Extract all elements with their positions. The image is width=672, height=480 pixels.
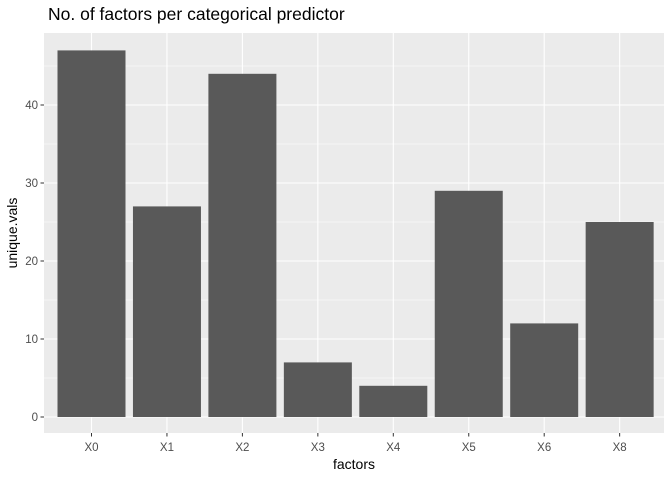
x-tick-label: X6	[537, 442, 551, 454]
y-axis-title: unique.vals	[4, 198, 20, 269]
x-tick-label: X5	[462, 442, 476, 454]
chart-title: No. of factors per categorical predictor	[48, 4, 345, 24]
x-tick-label: X8	[613, 442, 627, 454]
x-axis-ticks: X0 X1 X2 X3 X4 X5 X6 X8	[84, 433, 627, 454]
x-tick-label: X4	[386, 442, 401, 454]
bar-X1	[132, 206, 201, 417]
y-tick-label: 30	[25, 178, 38, 190]
y-axis-ticks: 0 10 20 30 40	[25, 100, 44, 424]
bar-X6	[510, 323, 579, 417]
x-tick-label: X0	[84, 442, 98, 454]
x-tick-label: X1	[160, 442, 174, 454]
x-tick-label: X3	[311, 442, 325, 454]
bar-X3	[283, 362, 352, 417]
x-axis-title: factors	[333, 456, 375, 472]
y-tick-label: 0	[32, 412, 38, 424]
bar-X4	[359, 385, 428, 417]
bar-X2	[208, 73, 277, 418]
bars	[57, 50, 654, 418]
y-tick-label: 20	[25, 256, 38, 268]
bar-X5	[434, 190, 503, 417]
y-tick-label: 10	[25, 334, 38, 346]
x-tick-label: X2	[235, 442, 249, 454]
y-tick-label: 40	[25, 100, 38, 112]
bar-X0	[57, 50, 126, 418]
bar-X8	[585, 222, 654, 417]
